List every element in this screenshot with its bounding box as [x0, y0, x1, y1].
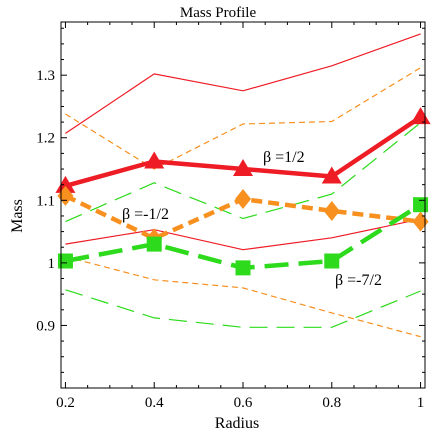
- beta-minus-half-marker-5: [412, 211, 429, 232]
- data-point-markers: [55, 107, 431, 276]
- plot-frame: [60, 21, 426, 389]
- beta-half-marker-3: [233, 159, 253, 177]
- beta-minus-half-marker-4: [323, 200, 340, 221]
- beta-half-upper-line: [65, 33, 421, 134]
- x-tick-label: 1: [417, 395, 425, 411]
- beta-minus-half-lower-line: [65, 256, 421, 338]
- series-label-beta-minus-seven-half: β =-7/2: [335, 272, 382, 289]
- beta-minus-seven-half-line: [64, 202, 422, 271]
- beta-half-marker-2: [144, 151, 165, 169]
- beta-minus-seven-half-marker-5: [413, 197, 429, 213]
- beta-half-marker-1: [55, 175, 76, 193]
- chart-title: Mass Profile: [180, 5, 257, 21]
- y-tick-label: 1.2: [36, 131, 55, 147]
- beta-minus-seven-half-lower-line: [65, 289, 421, 328]
- x-axis-label: Radius: [215, 415, 259, 432]
- y-tick-label: 1: [48, 256, 56, 272]
- series-label-beta-minus-half: β =-1/2: [122, 206, 169, 223]
- beta-half-lower-line: [65, 218, 421, 251]
- series-label-beta-half: β =1/2: [263, 149, 305, 166]
- beta-half-marker-5: [410, 107, 431, 125]
- beta-minus-seven-half-marker-1: [57, 253, 73, 269]
- beta-half-marker-4: [321, 166, 342, 184]
- y-tick-label: 0.9: [36, 318, 55, 334]
- y-tick-label: 1.1: [36, 193, 55, 209]
- beta-minus-half-upper-line: [65, 67, 421, 170]
- y-tick-label: 1.3: [36, 68, 55, 84]
- beta-minus-seven-half-marker-2: [146, 236, 162, 252]
- y-axis-label: Mass: [9, 199, 26, 233]
- axis-ticks: 0.2 0.4 0.6 0.8 1 0.9 1 1.1 1.2 1.3: [36, 22, 425, 411]
- beta-minus-half-marker-3: [235, 189, 251, 210]
- beta-minus-seven-half-marker-4: [324, 253, 340, 269]
- beta-minus-seven-half-marker-3: [235, 260, 251, 276]
- x-tick-label: 0.4: [145, 395, 164, 411]
- x-tick-label: 0.2: [56, 395, 75, 411]
- confidence-lines: [65, 33, 421, 338]
- beta-minus-seven-half-upper-line: [65, 122, 421, 223]
- x-tick-label: 0.8: [322, 395, 341, 411]
- x-tick-label: 0.6: [234, 395, 253, 411]
